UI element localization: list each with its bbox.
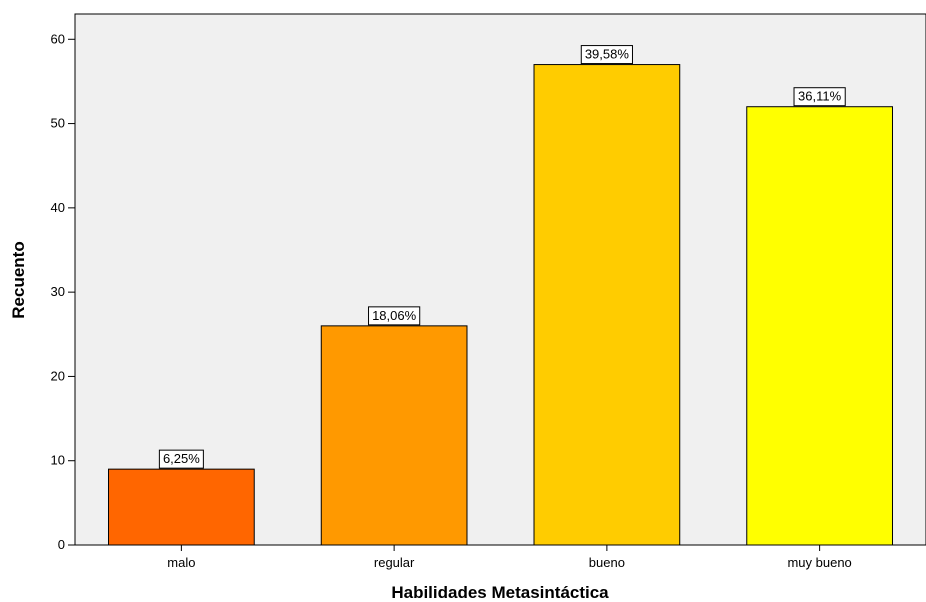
y-tick-label: 20 <box>51 368 65 383</box>
x-axis-title: Habilidades Metasintáctica <box>391 583 609 602</box>
x-tick-label: malo <box>167 555 195 570</box>
data-label-box <box>368 306 421 326</box>
y-tick-label: 60 <box>51 31 65 46</box>
bar-regular <box>320 325 468 546</box>
bar-muy-bueno <box>746 106 893 546</box>
data-label: 36,11% <box>798 89 842 104</box>
x-tick-label: regular <box>374 555 415 570</box>
y-tick-label: 30 <box>51 284 65 299</box>
y-tick-label: 0 <box>58 537 65 552</box>
data-label: 18,06% <box>372 308 417 323</box>
x-tick-label: muy bueno <box>787 555 851 570</box>
y-tick-label: 40 <box>51 200 65 215</box>
bar-bueno <box>533 64 681 546</box>
data-label: 6,25% <box>163 451 200 466</box>
x-axis: malo regular bueno muy bueno <box>167 545 852 570</box>
data-label-box <box>580 45 633 65</box>
data-label: 39,58% <box>585 47 630 62</box>
data-label-box <box>158 449 204 469</box>
y-tick-label: 10 <box>51 453 65 468</box>
y-axis-title: Recuento <box>9 241 28 318</box>
y-tick-label: 50 <box>51 116 65 131</box>
x-tick-label: bueno <box>589 555 625 570</box>
data-label-box <box>793 87 846 107</box>
y-axis: 0 10 20 30 40 50 60 <box>51 31 75 552</box>
bar-malo <box>108 468 255 546</box>
bars: 6,25% 18,06% 39,58% 36,11% <box>108 45 893 546</box>
